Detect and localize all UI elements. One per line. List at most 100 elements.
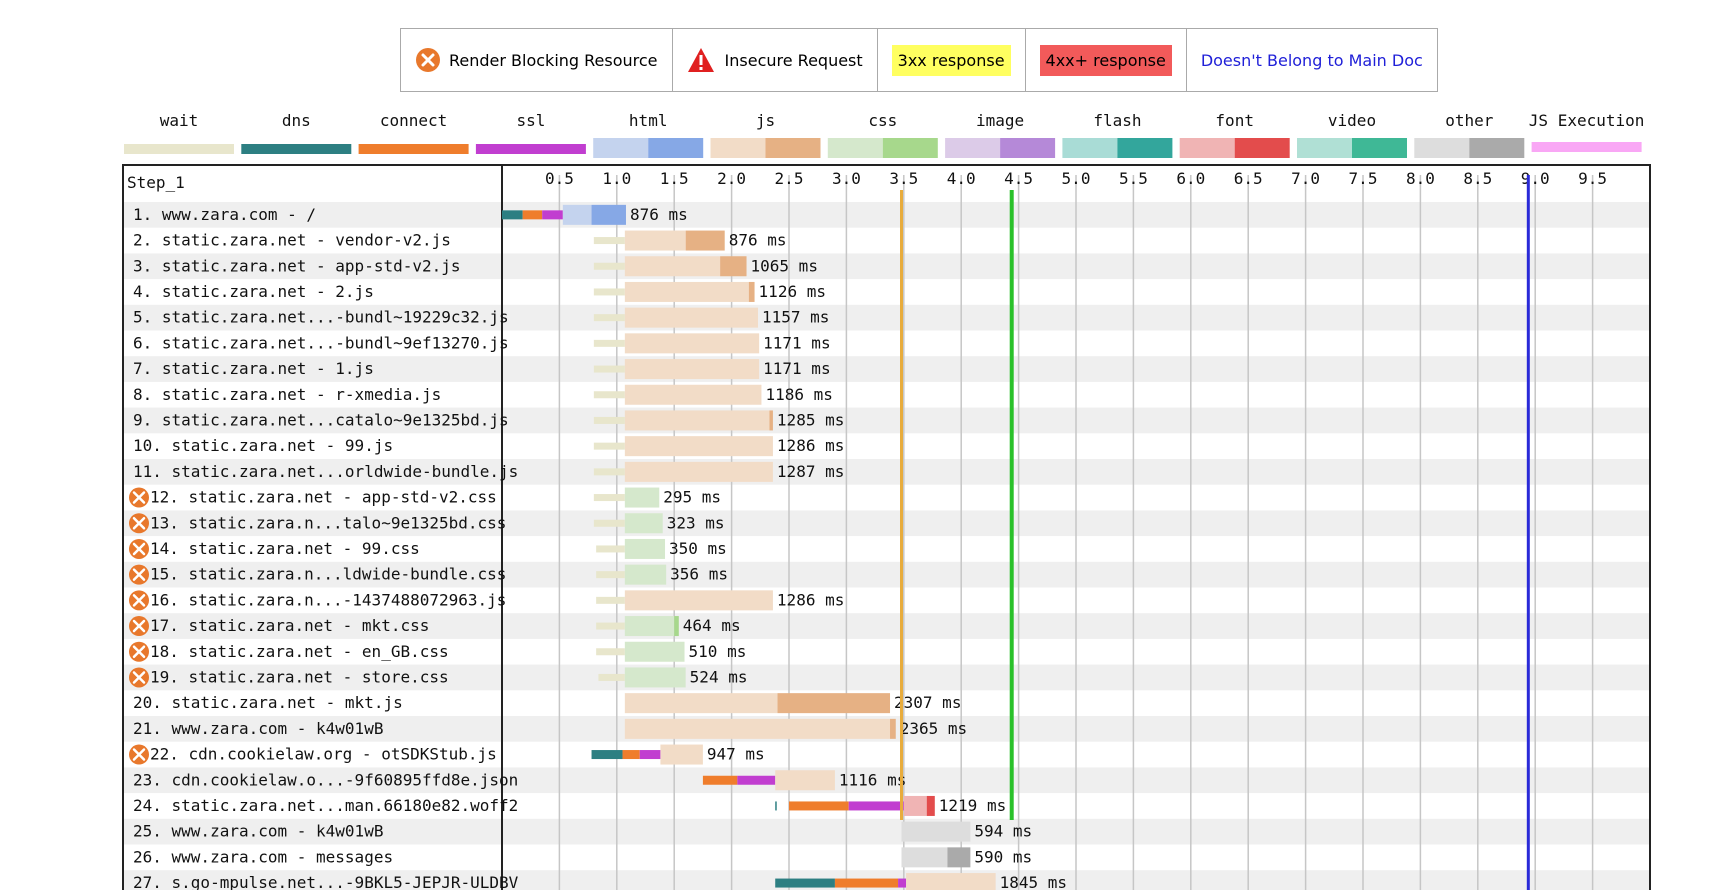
duration-label: 1116 ms [839, 770, 906, 789]
x-tick-label: 9.5 [1578, 169, 1607, 188]
bar-segment-dark [685, 230, 725, 251]
request-label[interactable]: 17. static.zara.net - mkt.css [150, 616, 429, 635]
duration-label: 323 ms [667, 513, 725, 532]
duration-label: 1285 ms [777, 410, 844, 429]
x-tick-label: 0.5 [545, 169, 574, 188]
request-label[interactable]: 16. static.zara.n...-1437488072963.js [150, 590, 506, 609]
request-label[interactable]: 19. static.zara.net - store.css [150, 667, 449, 686]
row-bg [123, 510, 1650, 537]
bar-segment-wait [596, 622, 625, 630]
bar-segment-connect [834, 878, 899, 888]
request-label[interactable]: 7. static.zara.net - 1.js [133, 359, 374, 378]
legend-4xx-label: 4xx+ response [1039, 44, 1172, 76]
bar-segment-dns [591, 750, 623, 760]
x-tick-label: 5.5 [1119, 169, 1148, 188]
type-legend-label-5: js [756, 111, 775, 130]
step-title: Step_1 [127, 173, 185, 192]
bar-segment-ssl [639, 750, 661, 760]
x-tick-label: 5.0 [1062, 169, 1091, 188]
x-tick-label: 4.0 [947, 169, 976, 188]
request-label[interactable]: 24. static.zara.net...man.66180e82.woff2 [133, 796, 518, 815]
request-label[interactable]: 15. static.zara.n...ldwide-bundle.css [150, 565, 506, 584]
bar-segment-light [624, 230, 686, 251]
bar-segment-light [624, 564, 667, 585]
request-label[interactable]: 1. www.zara.com - / [133, 205, 316, 224]
bar-segment-wait [596, 648, 625, 656]
duration-label: 1157 ms [762, 308, 829, 327]
row-bg [123, 767, 1650, 794]
bar-segment-wait [593, 468, 625, 476]
request-label[interactable]: 20. static.zara.net - mkt.js [133, 693, 403, 712]
x-tick-label: 2.5 [775, 169, 804, 188]
duration-label: 1171 ms [763, 333, 830, 352]
type-legend-swatch-dark-4 [648, 138, 704, 158]
duration-label: 2365 ms [900, 719, 967, 738]
bar-segment-light [660, 744, 703, 765]
duration-label: 947 ms [707, 745, 765, 764]
type-legend-swatch-light-8 [1062, 138, 1118, 158]
type-legend-label-7: image [976, 111, 1024, 130]
request-label[interactable]: 2. static.zara.net - vendor-v2.js [133, 231, 451, 250]
row-bg [123, 664, 1650, 691]
type-legend-swatch-light-11 [1414, 138, 1470, 158]
render-blocking-icon [129, 590, 149, 611]
render-blocking-icon [129, 513, 149, 534]
request-label[interactable]: 25. www.zara.com - k4w01wB [133, 822, 383, 841]
bar-segment-connect [622, 750, 640, 760]
request-label[interactable]: 23. cdn.cookielaw.o...-9f60895ffd8e.json [133, 770, 518, 789]
duration-label: 876 ms [630, 205, 688, 224]
bar-segment-light [624, 281, 749, 302]
duration-label: 1287 ms [777, 462, 844, 481]
request-label[interactable]: 22. cdn.cookielaw.org - otSDKStub.js [150, 745, 497, 764]
request-label[interactable]: 9. static.zara.net...catalo~9e1325bd.js [133, 410, 509, 429]
bar-segment-wait [593, 237, 625, 245]
bar-segment-ssl [848, 801, 904, 811]
bar-segment-light [624, 693, 778, 714]
x-tick-label: 2.0 [717, 169, 746, 188]
bar-segment-dark [890, 718, 896, 739]
legend-not-main-doc: Doesn't Belong to Main Doc [1187, 29, 1437, 91]
request-label[interactable]: 8. static.zara.net - r-xmedia.js [133, 385, 441, 404]
table-frame [122, 164, 1651, 890]
type-legend-label-0: wait [160, 111, 199, 130]
type-legend-swatch-dark-5 [765, 138, 821, 158]
type-legend-swatch-light-6 [827, 138, 883, 158]
request-label[interactable]: 26. www.zara.com - messages [133, 847, 393, 866]
request-label[interactable]: 10. static.zara.net - 99.js [133, 436, 393, 455]
type-legend-swatch-light-5 [710, 138, 766, 158]
request-label[interactable]: 3. static.zara.net - app-std-v2.js [133, 256, 461, 275]
bar-segment-light [624, 487, 660, 508]
waterfall-legend: Render Blocking Resource Insecure Reques… [400, 28, 1438, 92]
bar-segment-wait [596, 596, 625, 604]
duration-label: 350 ms [669, 539, 727, 558]
duration-label: 590 ms [974, 847, 1032, 866]
legend-3xx-label: 3xx response [891, 44, 1011, 76]
type-legend-label-12: JS Execution [1529, 111, 1645, 130]
x-tick-label: 6.5 [1234, 169, 1263, 188]
x-tick-label: 8.5 [1463, 169, 1492, 188]
request-label[interactable]: 27. s.go-mpulse.net...-9BKL5-JEPJR-ULDBV [133, 873, 519, 890]
bar-segment-dark [591, 204, 626, 225]
request-label[interactable]: 12. static.zara.net - app-std-v2.css [150, 488, 497, 507]
bar-segment-ssl [737, 775, 776, 785]
request-label[interactable]: 11. static.zara.net...orldwide-bundle.js [133, 462, 518, 481]
duration-label: 464 ms [683, 616, 741, 635]
request-label[interactable]: 18. static.zara.net - en_GB.css [150, 642, 449, 661]
bar-segment-wait [596, 545, 625, 553]
bar-segment-connect [702, 775, 738, 785]
type-legend-label-11: other [1445, 111, 1494, 130]
request-label[interactable]: 6. static.zara.net...-bundl~9ef13270.js [133, 333, 509, 352]
render-blocking-icon [129, 538, 149, 559]
bar-segment-light [624, 384, 762, 405]
request-label[interactable]: 5. static.zara.net...-bundl~19229c32.js [133, 308, 509, 327]
request-label[interactable]: 4. static.zara.net - 2.js [133, 282, 374, 301]
duration-label: 594 ms [974, 822, 1032, 841]
request-label[interactable]: 13. static.zara.n...talo~9e1325bd.css [150, 513, 506, 532]
row-bg [123, 304, 1650, 331]
type-legend-swatch-dark-10 [1352, 138, 1407, 158]
request-label[interactable]: 14. static.zara.net - 99.css [150, 539, 420, 558]
duration-label: 295 ms [663, 488, 721, 507]
type-legend-swatch-1 [241, 144, 352, 154]
render-blocking-icon [129, 641, 149, 662]
request-label[interactable]: 21. www.zara.com - k4w01wB [133, 719, 383, 738]
